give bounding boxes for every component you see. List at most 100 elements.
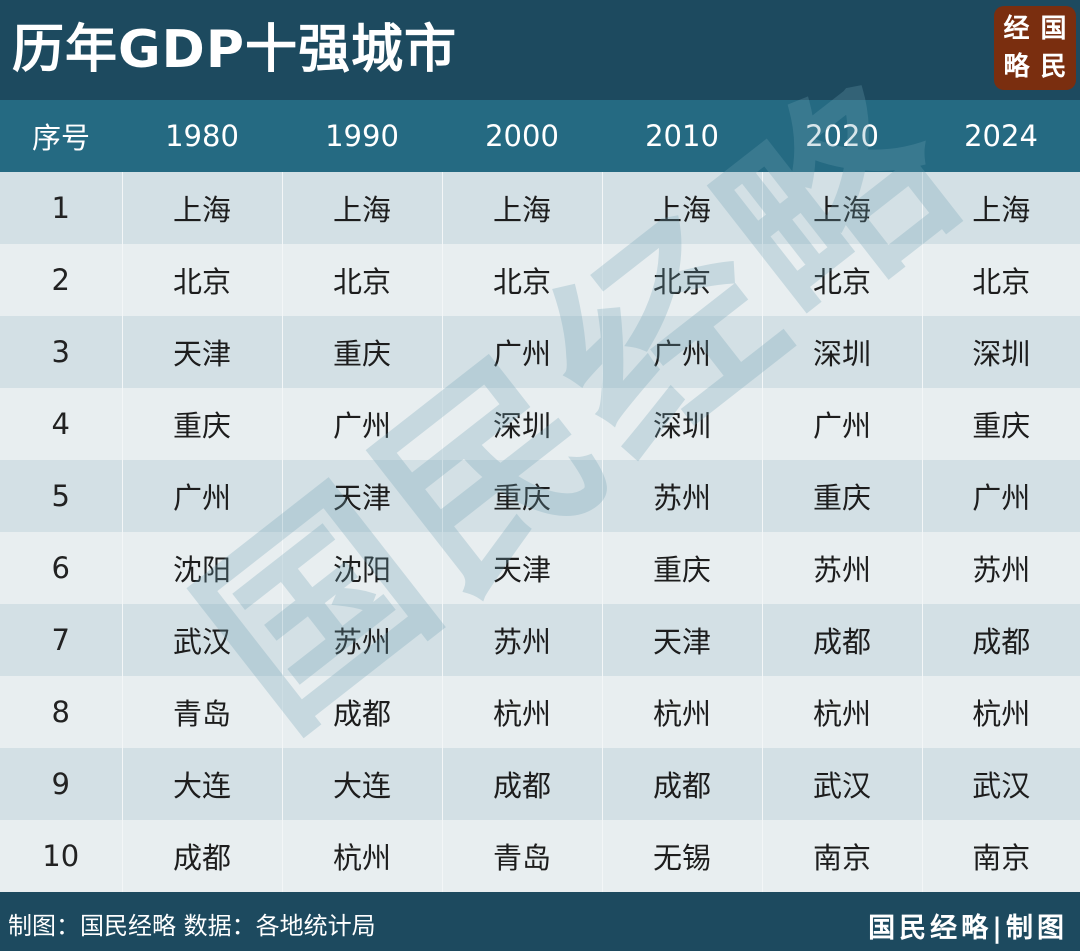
logo-char: 民: [1040, 52, 1067, 82]
logo-char: 国: [1040, 14, 1067, 44]
city-cell: 北京: [282, 244, 443, 316]
logo-char: 经: [1003, 14, 1030, 44]
city-cell: 天津: [602, 604, 763, 676]
city-cell: 重庆: [122, 388, 283, 460]
city-cell: 上海: [442, 172, 603, 244]
city-cell: 杭州: [442, 676, 603, 748]
city-cell: 无锡: [602, 820, 763, 892]
city-cell: 广州: [762, 388, 923, 460]
city-cell: 成都: [122, 820, 283, 892]
city-cell: 天津: [122, 316, 283, 388]
city-cell: 深圳: [762, 316, 923, 388]
city-cell: 北京: [442, 244, 603, 316]
city-cell: 苏州: [442, 604, 603, 676]
city-cell: 武汉: [922, 748, 1080, 820]
rank-cell: 8: [0, 676, 123, 748]
rank-cell: 3: [0, 316, 123, 388]
city-cell: 深圳: [602, 388, 763, 460]
table-row: 3 天津 重庆 广州 广州 深圳 深圳: [0, 316, 1080, 388]
city-cell: 大连: [122, 748, 283, 820]
footer-bar: 制图：国民经略 数据：各地统计局 国民经略|制图: [0, 896, 1080, 951]
city-cell: 广州: [922, 460, 1080, 532]
city-cell: 天津: [282, 460, 443, 532]
city-cell: 上海: [762, 172, 923, 244]
column-header-year: 2010: [602, 100, 762, 172]
header-bar: 历年GDP十强城市 经 国 略 民: [0, 0, 1080, 100]
table-row: 4 重庆 广州 深圳 深圳 广州 重庆: [0, 388, 1080, 460]
table-row: 8 青岛 成都 杭州 杭州 杭州 杭州: [0, 676, 1080, 748]
brand-credit: 国民经略|制图: [868, 913, 1068, 944]
city-cell: 上海: [282, 172, 443, 244]
city-cell: 苏州: [282, 604, 443, 676]
city-cell: 深圳: [922, 316, 1080, 388]
city-cell: 北京: [922, 244, 1080, 316]
city-cell: 广州: [122, 460, 283, 532]
city-cell: 广州: [282, 388, 443, 460]
city-cell: 广州: [602, 316, 763, 388]
table-row: 1 上海 上海 上海 上海 上海 上海: [0, 172, 1080, 244]
city-cell: 深圳: [442, 388, 603, 460]
city-cell: 沈阳: [122, 532, 283, 604]
city-cell: 上海: [122, 172, 283, 244]
rank-cell: 1: [0, 172, 123, 244]
city-cell: 武汉: [122, 604, 283, 676]
table-row: 7 武汉 苏州 苏州 天津 成都 成都: [0, 604, 1080, 676]
city-cell: 青岛: [122, 676, 283, 748]
city-cell: 成都: [922, 604, 1080, 676]
city-cell: 大连: [282, 748, 443, 820]
city-cell: 重庆: [922, 388, 1080, 460]
city-cell: 重庆: [282, 316, 443, 388]
city-cell: 重庆: [602, 532, 763, 604]
source-note: 制图：国民经略 数据：各地统计局: [8, 912, 376, 940]
table-row: 10 成都 杭州 青岛 无锡 南京 南京: [0, 820, 1080, 892]
rank-cell: 6: [0, 532, 123, 604]
city-cell: 杭州: [762, 676, 923, 748]
city-cell: 成都: [762, 604, 923, 676]
column-header-year: 2000: [442, 100, 602, 172]
city-cell: 成都: [282, 676, 443, 748]
column-header-year: 2020: [762, 100, 922, 172]
city-cell: 重庆: [762, 460, 923, 532]
rank-cell: 7: [0, 604, 123, 676]
logo-char: 略: [1003, 52, 1030, 82]
ranking-table: 序号 1980 1990 2000 2010 2020 2024 1 上海 上海 上海…: [0, 100, 1080, 892]
table-header-row: 序号 1980 1990 2000 2010 2020 2024: [0, 100, 1080, 172]
rank-cell: 4: [0, 388, 123, 460]
city-cell: 上海: [602, 172, 763, 244]
city-cell: 武汉: [762, 748, 923, 820]
city-cell: 北京: [762, 244, 923, 316]
city-cell: 成都: [602, 748, 763, 820]
brand-logo: 经 国 略 民: [994, 6, 1076, 90]
city-cell: 青岛: [442, 820, 603, 892]
city-cell: 南京: [922, 820, 1080, 892]
table-row: 2 北京 北京 北京 北京 北京 北京: [0, 244, 1080, 316]
column-header-year: 1980: [122, 100, 282, 172]
city-cell: 杭州: [922, 676, 1080, 748]
city-cell: 重庆: [442, 460, 603, 532]
city-cell: 成都: [442, 748, 603, 820]
rank-cell: 5: [0, 460, 123, 532]
city-cell: 南京: [762, 820, 923, 892]
city-cell: 苏州: [762, 532, 923, 604]
table-row: 6 沈阳 沈阳 天津 重庆 苏州 苏州: [0, 532, 1080, 604]
rank-cell: 9: [0, 748, 123, 820]
city-cell: 苏州: [602, 460, 763, 532]
city-cell: 北京: [122, 244, 283, 316]
rank-cell: 10: [0, 820, 123, 892]
city-cell: 苏州: [922, 532, 1080, 604]
city-cell: 上海: [922, 172, 1080, 244]
city-cell: 沈阳: [282, 532, 443, 604]
table-row: 9 大连 大连 成都 成都 武汉 武汉: [0, 748, 1080, 820]
city-cell: 天津: [442, 532, 603, 604]
column-header-rank: 序号: [0, 100, 122, 172]
table-row: 5 广州 天津 重庆 苏州 重庆 广州: [0, 460, 1080, 532]
column-header-year: 1990: [282, 100, 442, 172]
table-body: 1 上海 上海 上海 上海 上海 上海 2 北京 北京 北京 北京 北京 北京 3 天津 重庆 广州 广州 深圳 深圳 4…: [0, 172, 1080, 892]
page-title: 历年GDP十强城市: [12, 20, 457, 80]
city-cell: 北京: [602, 244, 763, 316]
city-cell: 杭州: [602, 676, 763, 748]
city-cell: 杭州: [282, 820, 443, 892]
city-cell: 广州: [442, 316, 603, 388]
column-header-year: 2024: [922, 100, 1080, 172]
rank-cell: 2: [0, 244, 123, 316]
